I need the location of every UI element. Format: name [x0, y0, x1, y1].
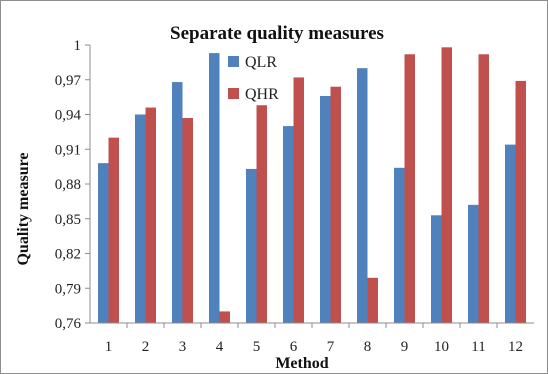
y-tick-label: 0,76: [55, 316, 82, 332]
x-tick-label: 11: [471, 339, 485, 355]
x-tick-label: 8: [364, 339, 372, 355]
bar-qlr-7: [320, 95, 331, 323]
bar-qhr-1: [108, 137, 119, 323]
bar-qlr-11: [468, 204, 479, 323]
bar-qlr-12: [505, 144, 516, 323]
bar-qhr-6: [293, 77, 304, 323]
axes: [89, 45, 534, 324]
bars: [98, 47, 526, 324]
y-tick-label: 1: [74, 38, 82, 54]
x-tick-label: 5: [253, 339, 261, 355]
bar-qlr-4: [209, 53, 220, 323]
chart-title: Separate quality measures: [170, 23, 384, 44]
y-tick-label: 0,91: [55, 142, 81, 158]
x-tick-label: 12: [508, 339, 523, 355]
y-axis-ticks: 0,76 0,79 0,82 0,85 0,88 0,91 0,94 0,97 1: [55, 38, 90, 332]
y-axis-label: Quality measure: [15, 152, 32, 265]
x-axis-label: Method: [275, 355, 328, 372]
y-tick-label: 0,85: [55, 212, 81, 228]
y-tick-label: 0,88: [55, 177, 81, 193]
bar-qlr-8: [357, 68, 368, 324]
legend-label-qlr: QLR: [245, 54, 277, 71]
x-tick-label: 3: [179, 339, 187, 355]
x-tick-label: 1: [105, 339, 113, 355]
bar-qhr-3: [182, 117, 193, 323]
legend-label-qhr: QHR: [245, 86, 279, 103]
bar-qhr-4: [219, 311, 230, 323]
bar-qhr-7: [330, 86, 341, 323]
bar-qlr-6: [283, 126, 294, 323]
x-tick-label: 7: [327, 339, 335, 355]
x-tick-label: 10: [434, 339, 449, 355]
x-tick-label: 9: [401, 339, 409, 355]
bar-qlr-3: [172, 82, 183, 323]
bar-qhr-8: [367, 277, 378, 323]
legend-swatch-qhr: [228, 88, 239, 99]
bar-qhr-12: [515, 80, 526, 324]
y-tick-label: 0,94: [55, 108, 82, 124]
bar-qhr-10: [441, 47, 452, 324]
bar-qlr-1: [98, 163, 109, 323]
legend-swatch-qlr: [228, 56, 239, 67]
x-tick-label: 6: [290, 339, 298, 355]
bar-qhr-11: [478, 54, 489, 324]
bar-qlr-5: [246, 168, 257, 323]
x-tick-label: 4: [216, 339, 224, 355]
y-tick-label: 0,79: [55, 281, 81, 297]
y-tick-label: 0,97: [55, 73, 82, 89]
bar-qhr-2: [145, 107, 156, 323]
bar-qlr-10: [431, 215, 442, 323]
bar-qhr-9: [404, 54, 415, 324]
bar-qhr-5: [256, 105, 267, 323]
bar-qlr-2: [135, 114, 146, 323]
y-tick-label: 0,82: [55, 247, 81, 263]
legend: QLR QHR: [228, 54, 279, 103]
bar-qlr-9: [394, 167, 405, 323]
x-tick-label: 2: [142, 339, 150, 355]
x-axis-ticks: 1 2 3 4 5 6 7 8 9 10 11 12: [105, 323, 523, 355]
